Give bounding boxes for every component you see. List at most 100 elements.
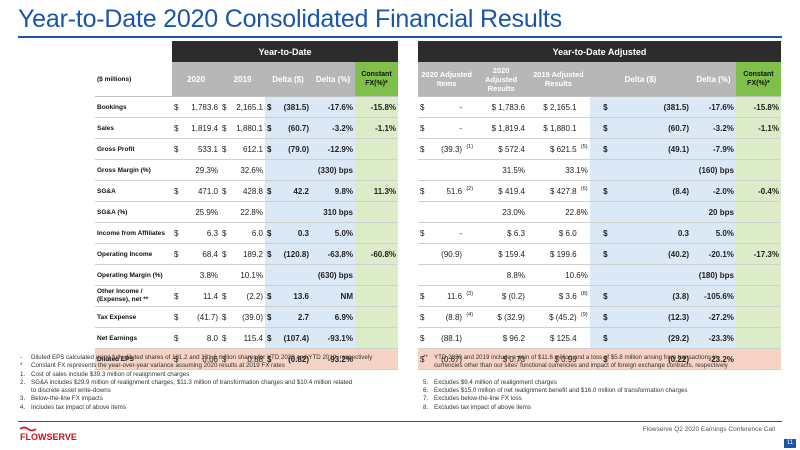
value-2020: 29.3% [172,159,220,181]
footnote-cell: (4) [464,306,476,328]
spacer [589,285,602,307]
currency-sign: $ [220,117,230,139]
footnote-cell: (5) [578,138,590,160]
currency-sign: $ [172,243,182,265]
adjusted-items: (88.1) [429,327,465,349]
row-label: Net Earnings [95,327,172,349]
delta-dollar: (40.2) [646,243,691,265]
footnote-line: * Constant FX represents the year-over-ye… [20,362,410,370]
delta-pct: -17.6% [690,96,736,118]
constant-fx: 11.3% [355,180,399,202]
delta-bps: (330) bps [265,159,355,181]
currency-sign: $ [265,348,275,370]
value-2020: 25.9% [172,201,220,223]
currency-sign: $ [220,138,230,160]
value-2020: 1,783.6 [182,96,220,118]
footnote-marker: (6) [580,185,588,192]
footnote-marker: (1) [466,143,474,150]
delta-pct: -12.9% [311,138,355,160]
row-label: SG&A [95,180,172,202]
currency-sign: $ [265,96,275,118]
delta-dollar: (29.2) [646,327,691,349]
col-constant-fx: Constant FX(%)* [355,62,399,97]
currency-sign: $ [418,117,430,139]
footnote-line: 3. Below-the-line FX impacts [20,395,410,403]
adjusted-items: 11.6 [429,285,465,307]
value-2020: 11.4 [182,285,220,307]
table-row: Diluted EPS $0.06 $0.88 $ (0.82) -93.2% [95,348,399,370]
footnote-number: 2. [20,378,26,386]
footnote-number: ** [423,354,428,361]
delta-pct: -63.8% [311,243,355,265]
currency-sign: $ [172,285,182,307]
constant-fx [735,201,781,223]
adjusted-2019: $ 199.6 [526,243,579,265]
footnote-number: - [20,354,23,361]
constant-fx: -1.1% [355,117,399,139]
table-row: $ (88.1) $ 96.2 $ 125.4 $ (29.2) -23.3% [418,327,781,349]
row-label: Operating Income [95,243,172,265]
delta-pct: -105.6% [690,285,736,307]
footnote-text: Below-the-line FX impacts [31,395,103,403]
footnote-marker: (4) [466,311,474,318]
constant-fx [355,264,399,286]
value-2019: 428.8 [230,180,265,202]
adjusted-items: 51.6 [429,180,465,202]
adjusted-2019: $ 621.5 [526,138,579,160]
ytd-table: Year-to-Date ($ millions) 2020 2019 Delta ($… [95,41,399,370]
value-2020: 68.4 [182,243,220,265]
constant-fx [735,159,781,181]
constant-fx [735,264,781,286]
currency-sign: $ [265,138,275,160]
footnote-cell [578,117,590,139]
footnotes-right: ** YTD 2020 and 2019 include a gain of $1… [423,354,788,412]
footnote-cell [464,243,476,265]
title-rule [18,36,782,38]
currency-sign: $ [418,96,430,118]
spacer [589,96,602,118]
table-row: Income from Affiliates $6.3 $6.0 $0.3 5.0% [95,222,399,244]
footnote-line: 2. SG&A includes $29.9 million of realign… [20,379,410,387]
currency-sign: $ [601,243,647,265]
delta-pct: 5.0% [690,222,736,244]
adjusted-2020: $ 1,783.6 [475,96,527,118]
delta-dollar: (120.8) [275,243,311,265]
footnote-cell [464,222,476,244]
spacer [589,222,602,244]
currency-sign: $ [601,348,647,370]
currency-sign: $ [220,243,230,265]
delta-pct: -3.2% [311,117,355,139]
constant-fx [355,285,399,307]
footnote-marker: (5) [580,143,588,150]
constant-fx: -15.8% [355,96,399,118]
table-row: Other Income / (Expense), net ** $11.4 $ (2… [95,285,399,307]
delta-pct: -2.0% [690,180,736,202]
adjusted-2020: $ (32.9) [475,306,527,328]
delta-pct: 5.0% [311,222,355,244]
adjusted-items: (8.8) [429,306,465,328]
adjusted-2020: 31.5% [475,159,527,181]
footnote-line: to discrete asset write-downs [20,387,410,395]
currency-sign: $ [172,348,182,370]
currency-sign: $ [601,222,647,244]
row-label: Sales [95,117,172,139]
delta-pct: -23.3% [690,327,736,349]
adjusted-items: (90.9) [429,243,465,265]
value-2019: 115.4 [230,327,265,349]
footnote-line: currencies other than our sites' functio… [423,362,788,370]
adjusted-2020: $ 1,819.4 [475,117,527,139]
spacer [589,348,602,370]
table-row: 31.5% 33.1% (160) bps [418,159,781,181]
currency-sign: $ [265,327,275,349]
footnote-cell: (1) [464,138,476,160]
currency-sign [418,243,430,265]
currency-sign: $ [220,348,230,370]
currency-sign: $ [172,138,182,160]
currency-sign: $ [172,222,182,244]
currency-sign: $ [418,327,430,349]
currency-sign: $ [418,285,430,307]
footnote-text: Excludes below-the-line FX loss [434,395,522,403]
footnote-cell [578,222,590,244]
constant-fx [355,138,399,160]
constant-fx [355,201,399,223]
